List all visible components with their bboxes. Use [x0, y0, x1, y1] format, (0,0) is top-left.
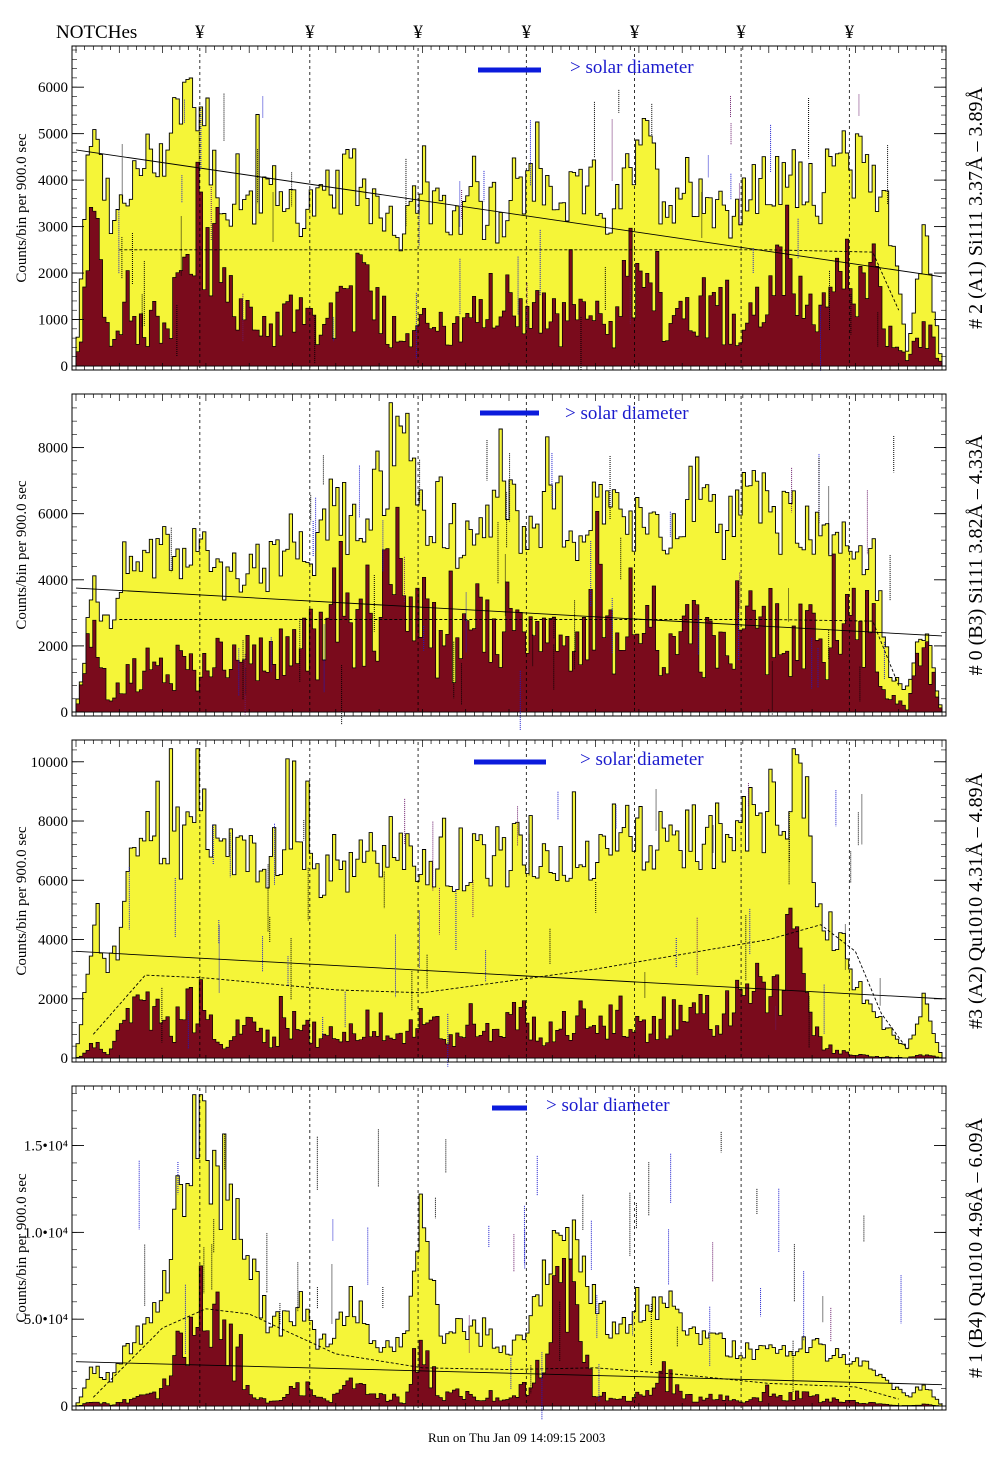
background-fit-solid-line — [75, 950, 943, 1000]
panel-title: # 1 (B4) Qu1010 4.96Å – 6.09Å — [965, 1117, 987, 1378]
panel-title: # 0 (B3) Si111 3.82Å – 4.33Å — [965, 434, 987, 675]
solar-diameter-legend: > solar diameter — [570, 57, 694, 78]
panel-title: #3 (A2) Qu1010 4.31Å – 4.89Å — [965, 772, 987, 1029]
y-tick-label: 4000 — [38, 933, 68, 949]
background-fit-solid-line — [75, 1361, 943, 1386]
y-tick-label: 0 — [61, 1051, 69, 1067]
y-tick-label: 10000 — [31, 755, 69, 771]
notch-marker: ¥ — [305, 22, 315, 43]
y-tick-label: 6000 — [38, 873, 68, 889]
y-tick-label: 1000 — [38, 313, 68, 329]
y-tick-label: 0 — [61, 1399, 69, 1415]
high-energy-counts-area — [75, 161, 943, 367]
panel-4: 0 5.0•10⁴ 1.0•10⁴ 1.5•10⁴ Counts/bin per 900… — [14, 1085, 987, 1421]
run-timestamp: Run on Thu Jan 09 14:09:15 2003 — [428, 1430, 605, 1445]
y-tick-label: 1.0•10⁴ — [24, 1225, 68, 1241]
solar-diameter-legend: > solar diameter — [580, 749, 704, 770]
y-tick-label: 6000 — [38, 507, 68, 523]
y-tick-label: 2000 — [38, 266, 68, 282]
total-counts-area — [75, 1094, 943, 1407]
solar-diameter-legend: > solar diameter — [546, 1095, 670, 1116]
background-fit-dashed-line — [119, 619, 900, 686]
y-tick-label: 2000 — [38, 992, 68, 1008]
background-fit-dashed-line — [92, 924, 908, 1050]
y-axis-label: Counts/bin per 900.0 sec — [14, 133, 30, 282]
y-tick-label: 4000 — [38, 573, 68, 589]
background-fit-solid-line — [75, 587, 943, 637]
y-axis-label: Counts/bin per 900.0 sec — [14, 480, 30, 629]
background-fit-dashed-line — [92, 1308, 899, 1400]
y-tick-label: 8000 — [38, 814, 68, 830]
y-tick-label: 2000 — [38, 639, 68, 655]
high-energy-counts-area — [75, 506, 943, 713]
y-axis-label: Counts/bin per 900.0 sec — [14, 1173, 30, 1322]
y-tick-label: 5000 — [38, 127, 68, 143]
high-energy-counts-area — [75, 1258, 943, 1407]
panel-title: # 2 (A1) Si111 3.37Å – 3.89Å — [965, 87, 987, 329]
y-tick-label: 6000 — [38, 80, 68, 96]
y-tick-label: 3000 — [38, 220, 68, 236]
panel-3: 0 2000 4000 6000 8000 10000 Counts/bin per 900… — [14, 739, 987, 1067]
y-tick-label: 5.0•10⁴ — [24, 1312, 68, 1328]
panels: 0 1000 2000 3000 4000 5000 6000 Counts/bin per … — [14, 45, 987, 1421]
solar-diameter-legend: > solar diameter — [565, 403, 689, 424]
notch-marker: ¥ — [736, 22, 746, 43]
y-axis-label: Counts/bin per 900.0 sec — [14, 826, 30, 975]
background-fit-dashed-line — [119, 249, 900, 311]
y-tick-label: 1.5•10⁴ — [24, 1139, 68, 1155]
notches-header: NOTCHes ¥ ¥ ¥ ¥ ¥ ¥ ¥ — [56, 22, 855, 43]
notch-marker: ¥ — [522, 22, 532, 43]
total-counts-area — [75, 748, 943, 1059]
y-tick-label: 8000 — [38, 441, 68, 457]
notch-marker: ¥ — [413, 22, 423, 43]
notch-marker: ¥ — [845, 22, 855, 43]
high-energy-counts-area — [75, 907, 943, 1059]
y-tick-label: 4000 — [38, 173, 68, 189]
y-tick-label: 0 — [61, 359, 69, 375]
y-tick-label: 0 — [61, 705, 69, 721]
notch-marker: ¥ — [630, 22, 640, 43]
panel-2: 0 2000 4000 6000 8000 Counts/bin per 900.0 se… — [14, 393, 987, 731]
panel-1: 0 1000 2000 3000 4000 5000 6000 Counts/bin per … — [14, 45, 987, 375]
notch-marker: ¥ — [195, 22, 205, 43]
notches-label: NOTCHes — [56, 22, 137, 43]
